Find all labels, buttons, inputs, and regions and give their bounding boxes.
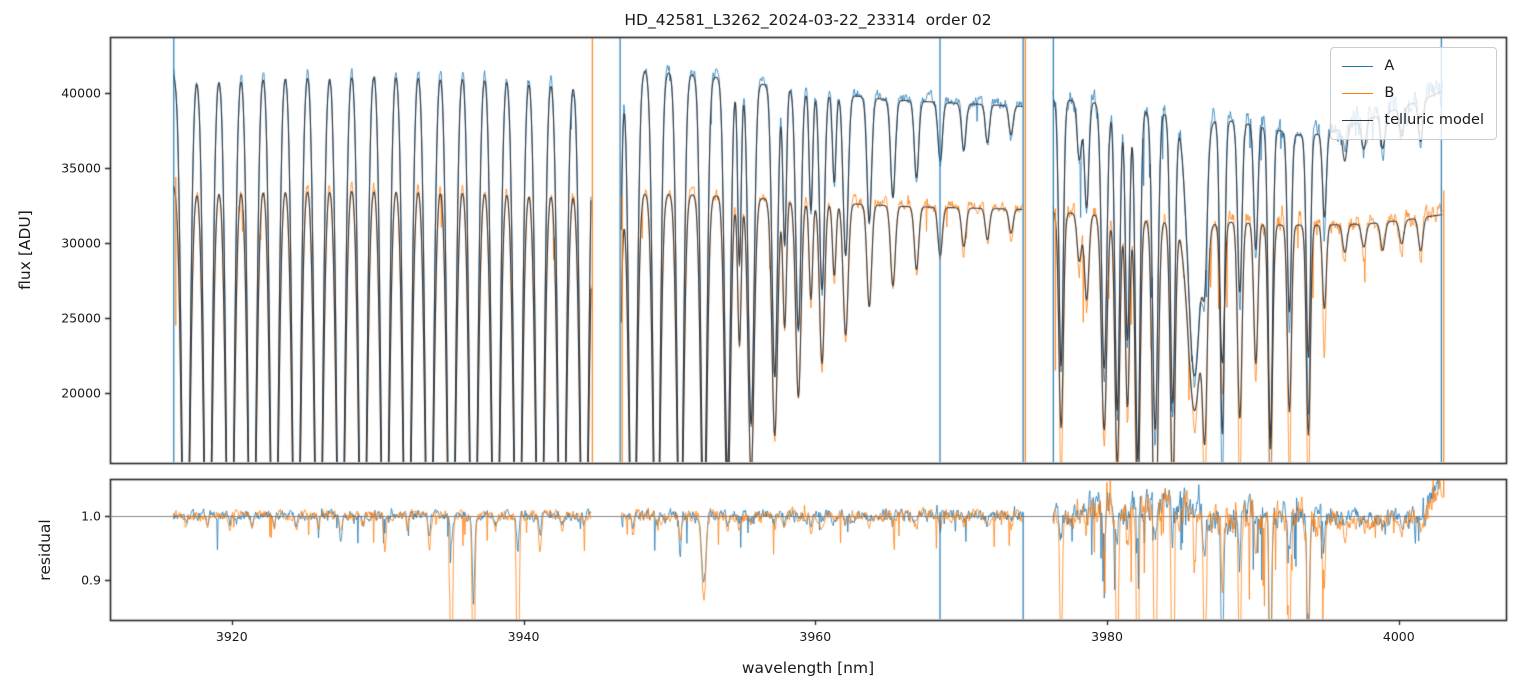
x-axis-label: wavelength [nm]: [741, 659, 875, 677]
y-axis-label-flux: flux [ADU]: [16, 210, 34, 290]
legend-label-telluric-model: telluric model: [1384, 112, 1484, 128]
x-tick-label: 3920: [215, 629, 248, 644]
y-tick-label-flux: 35000: [61, 160, 101, 176]
y-tick-label-flux: 40000: [61, 85, 101, 101]
y-tick-label-flux: 20000: [61, 385, 101, 401]
legend-line-a-icon: [1342, 66, 1374, 67]
chart-title: HD_42581_L3262_2024-03-22_23314 order 02: [624, 11, 992, 29]
y-tick-label-residual: 0.9: [81, 572, 101, 588]
legend: A B telluric model: [1330, 47, 1497, 140]
x-tick-label: 3940: [507, 629, 540, 644]
legend-entry-a: A: [1342, 57, 1484, 76]
legend-line-telluric-icon: [1342, 120, 1374, 121]
y-axis-label-residual: residual: [36, 518, 54, 581]
x-tick-label: 4000: [1382, 629, 1415, 644]
legend-label-a: A: [1384, 58, 1395, 74]
y-tick-label-flux: 30000: [61, 235, 101, 251]
x-tick-label: 3980: [1091, 629, 1123, 644]
legend-entry-b: B: [1342, 84, 1484, 103]
legend-entry-telluric-model: telluric model: [1342, 111, 1484, 130]
x-tick-label: 3960: [799, 629, 832, 644]
y-tick-label-flux: 25000: [61, 310, 101, 326]
legend-label-b: B: [1384, 85, 1395, 101]
y-tick-label-residual: 1.0: [81, 508, 101, 523]
legend-line-b-icon: [1342, 93, 1374, 94]
